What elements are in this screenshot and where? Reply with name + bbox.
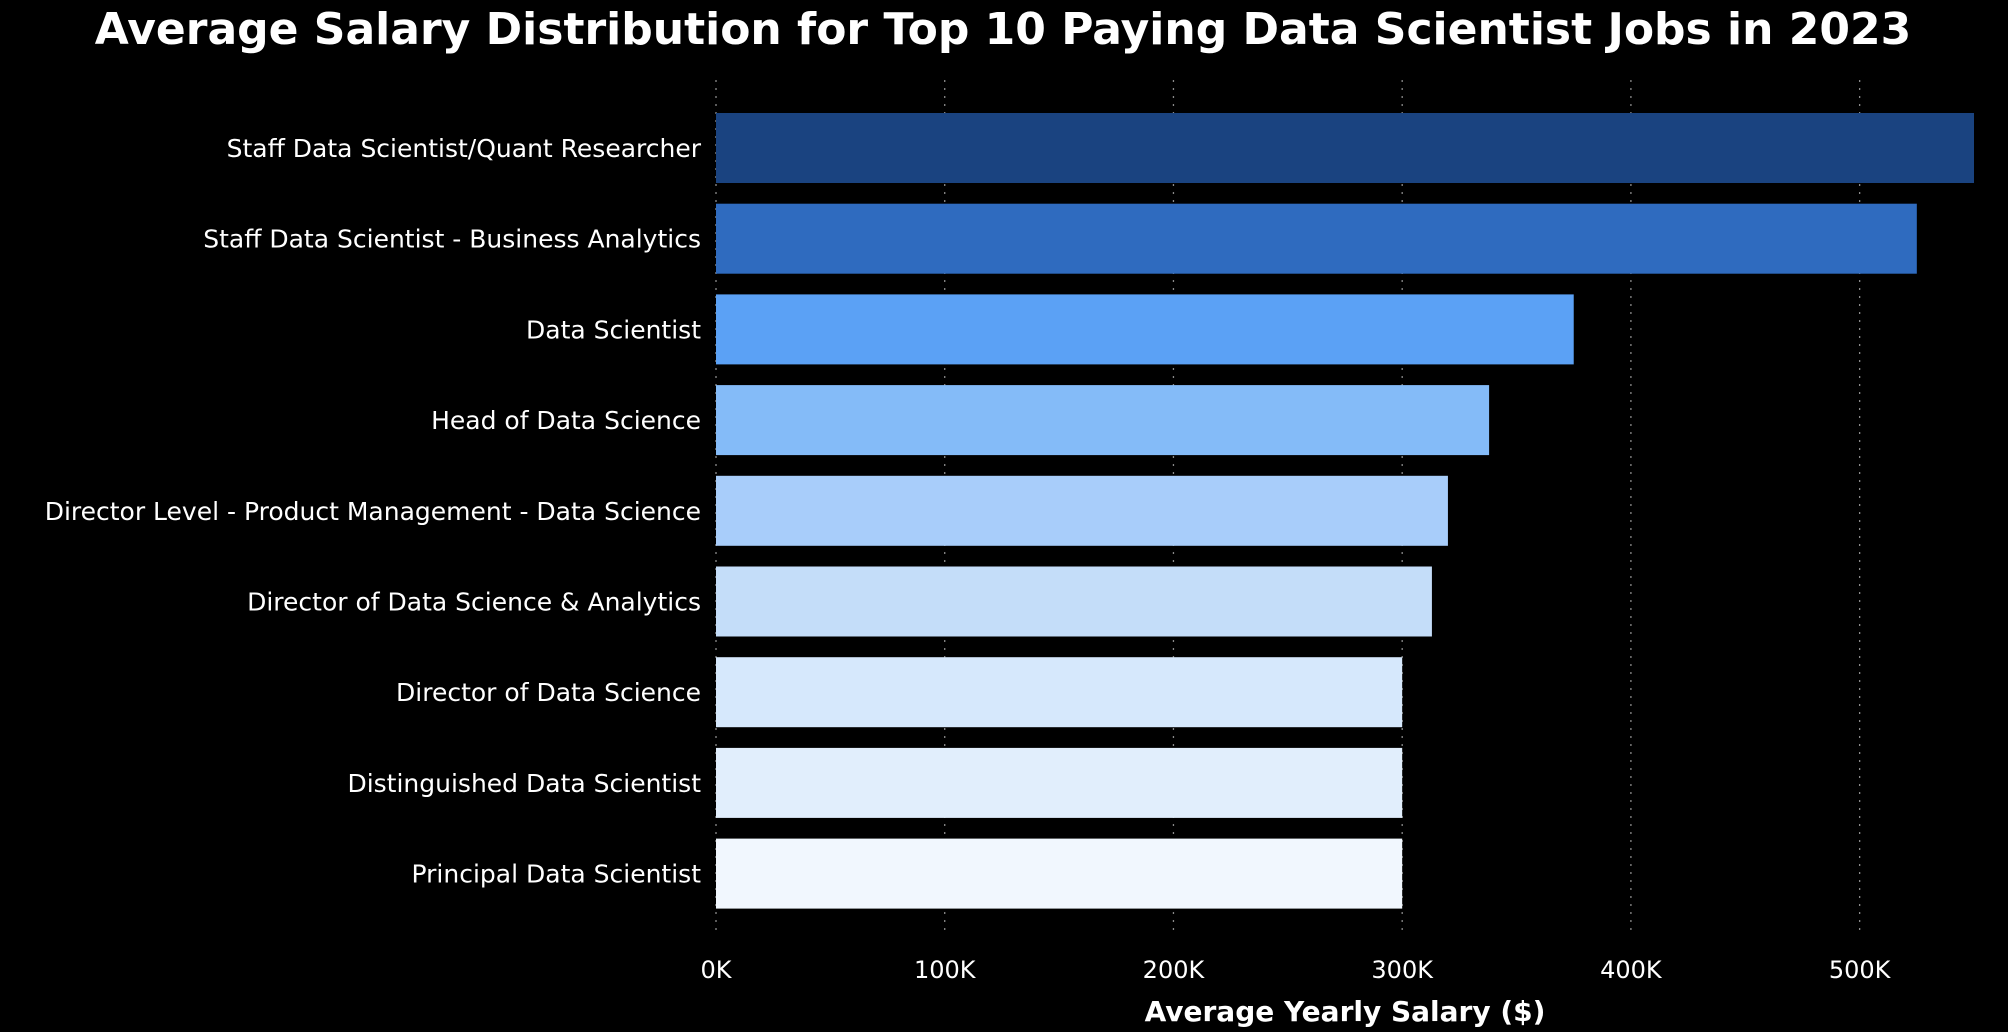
x-axis-ticks: 0K 100K 200K 300K 400K 500K	[700, 956, 1891, 984]
category-label: Distinguished Data Scientist	[347, 769, 701, 798]
bar	[716, 113, 1974, 183]
chart-title: Average Salary Distribution for Top 10 P…	[95, 4, 1912, 55]
bar	[716, 747, 1403, 818]
x-tick-label: 0K	[700, 956, 732, 984]
category-label: Head of Data Science	[431, 406, 701, 435]
x-tick-label: 500K	[1829, 956, 1892, 984]
x-tick-label: 300K	[1371, 956, 1434, 984]
category-label: Staff Data Scientist - Business Analytic…	[203, 225, 701, 254]
category-labels: Staff Data Scientist/Quant Researcher Sta…	[45, 134, 702, 889]
x-tick-label: 200K	[1143, 956, 1206, 984]
bar	[716, 203, 1917, 274]
bar	[716, 294, 1574, 365]
bar	[716, 475, 1448, 546]
bar	[716, 838, 1403, 909]
x-tick-label: 100K	[914, 956, 977, 984]
bar	[716, 566, 1432, 637]
bar	[716, 657, 1403, 728]
x-tick-label: 400K	[1600, 956, 1663, 984]
x-axis-title: Average Yearly Salary ($)	[1145, 995, 1546, 1028]
category-label: Staff Data Scientist/Quant Researcher	[227, 134, 702, 163]
category-label: Director of Data Science & Analytics	[247, 588, 701, 617]
bars	[716, 113, 1974, 909]
category-label: Director Level - Product Management - Da…	[45, 497, 701, 526]
category-label: Principal Data Scientist	[412, 860, 702, 889]
category-label: Data Scientist	[526, 315, 701, 344]
bar	[716, 385, 1490, 456]
category-label: Director of Data Science	[396, 678, 701, 707]
